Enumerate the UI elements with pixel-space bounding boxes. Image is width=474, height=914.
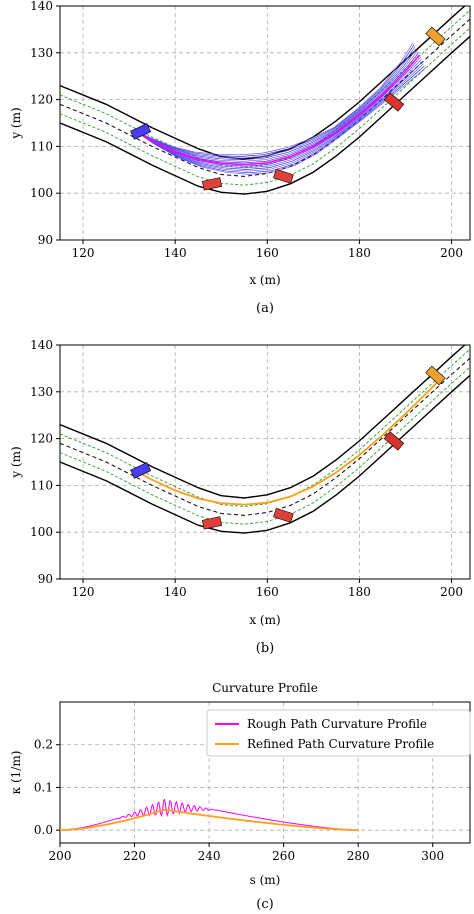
- legend-label: Rough Path Curvature Profile: [247, 717, 427, 731]
- candidate-path: [133, 44, 415, 157]
- vehicle-obstacle-3: [383, 92, 405, 112]
- panel-c: 200 220 240 260 280 300 0.0 0.1 0.2 s (m) κ (1/m) (…: [9, 681, 471, 912]
- x-axis-label: s (m): [250, 873, 281, 887]
- x-tick-label: 120: [72, 246, 95, 260]
- y-axis-label: y (m): [9, 107, 23, 139]
- candidate-path: [133, 63, 424, 172]
- x-tick-label: 200: [49, 849, 72, 863]
- x-tick-label: 200: [440, 246, 463, 260]
- y-tick-label: 100: [30, 525, 53, 539]
- y-axis-label: y (m): [9, 446, 23, 478]
- y-tick-label: 0.1: [34, 780, 53, 794]
- candidate-path: [133, 59, 422, 169]
- vehicle-obstacle-1: [201, 177, 223, 191]
- plot-area: [60, 6, 470, 195]
- x-axis-label: x (m): [249, 273, 280, 287]
- curvature-line-rough: [60, 798, 359, 831]
- x-tick-label: 240: [198, 849, 221, 863]
- road-boundary-left: [60, 6, 466, 160]
- vehicle-goal: [425, 365, 446, 386]
- candidate-path: [133, 42, 414, 156]
- y-tick-label: 90: [38, 572, 53, 586]
- lane-line-right: [60, 366, 470, 525]
- y-tick-label: 110: [30, 478, 53, 492]
- y-tick-label: 120: [30, 432, 53, 446]
- candidate-path: [133, 48, 417, 161]
- vehicle-obstacle-3: [383, 431, 405, 451]
- rough-path: [133, 54, 420, 166]
- x-tick-label: 140: [164, 585, 187, 599]
- x-axis-label: x (m): [249, 613, 280, 627]
- candidate-path: [133, 67, 426, 175]
- plot-frame: [59, 5, 471, 241]
- refined-path: [133, 376, 444, 506]
- vehicle-obstacle-1: [201, 516, 223, 530]
- y-tick-label: 140: [30, 338, 53, 352]
- x-tick-label: 260: [272, 849, 295, 863]
- chart-title: Curvature Profile: [212, 681, 318, 695]
- x-tick-label: 300: [421, 849, 444, 863]
- x-tick-label: 180: [348, 585, 371, 599]
- candidate-path: [133, 46, 416, 159]
- y-tick-label: 0.0: [34, 823, 53, 837]
- x-tick-label: 140: [164, 246, 187, 260]
- y-tick-label: 130: [30, 46, 53, 60]
- lane-line-left: [60, 348, 470, 507]
- legend-label: Refined Path Curvature Profile: [247, 737, 434, 751]
- y-tick-label: 120: [30, 93, 53, 107]
- x-tick-label: 120: [72, 585, 95, 599]
- vehicle-ego: [130, 123, 152, 140]
- x-tick-label: 160: [256, 585, 279, 599]
- y-axis-label: κ (1/m): [9, 751, 23, 795]
- lane-line-right: [60, 27, 470, 186]
- y-tick-label: 140: [30, 0, 53, 13]
- lane-line-left: [60, 9, 470, 168]
- road-centerline: [60, 357, 470, 516]
- panel-caption: (c): [256, 897, 273, 912]
- x-tick-label: 180: [348, 246, 371, 260]
- vehicle-obstacle-2: [273, 168, 294, 184]
- road-boundary-right: [60, 35, 470, 195]
- y-tick-label: 110: [30, 139, 53, 153]
- candidate-path: [133, 61, 423, 170]
- x-tick-label: 280: [347, 849, 370, 863]
- panel-caption: (a): [256, 301, 274, 316]
- curvature-line-refined: [60, 808, 359, 832]
- plot-area: [60, 345, 470, 534]
- candidate-path: [133, 50, 418, 162]
- panel-caption: (b): [256, 641, 274, 656]
- plot-frame: [59, 344, 471, 580]
- vehicle-ego: [130, 462, 152, 479]
- y-tick-label: 0.2: [34, 738, 53, 752]
- road-boundary-right: [60, 374, 470, 534]
- vehicle-obstacle-2: [273, 507, 294, 523]
- plot-frame: [59, 701, 471, 844]
- panel-b: 120 140 160 180 200 90 100 110 120 130 140 x (m) y (…: [9, 338, 471, 656]
- legend-box: [206, 709, 471, 757]
- x-tick-label: 220: [123, 849, 146, 863]
- x-tick-label: 160: [256, 246, 279, 260]
- y-tick-label: 100: [30, 186, 53, 200]
- panel-a: 120 140 160 180 200 90 100 110 120 130 140 x (m) y (…: [9, 0, 471, 316]
- road-boundary-left: [60, 345, 466, 499]
- y-tick-label: 130: [30, 385, 53, 399]
- candidate-path: [133, 65, 425, 174]
- vehicle-goal: [425, 26, 446, 47]
- plot-area: [60, 798, 359, 832]
- x-tick-label: 200: [440, 585, 463, 599]
- y-tick-label: 90: [38, 233, 53, 247]
